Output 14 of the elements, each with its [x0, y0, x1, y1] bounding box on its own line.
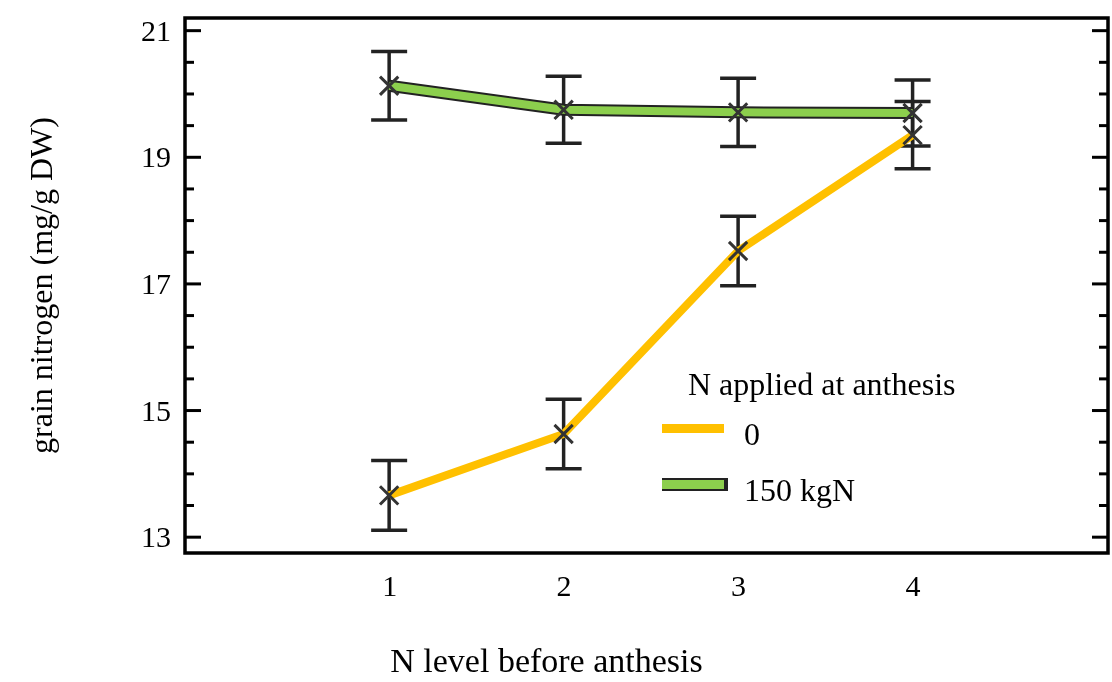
- x-tick-label: 4: [905, 569, 921, 603]
- y-tick-label: 13: [141, 520, 171, 554]
- legend-label: 0: [744, 416, 760, 452]
- y-tick-label: 17: [141, 267, 171, 301]
- y-axis-title: grain nitrogen (mg/g DW): [23, 117, 59, 454]
- legend-title: N applied at anthesis: [688, 366, 956, 402]
- x-axis-title: N level before anthesis: [390, 642, 703, 679]
- x-tick-label: 2: [556, 569, 572, 603]
- y-tick-label: 21: [141, 13, 171, 47]
- y-tick-label: 19: [141, 140, 171, 174]
- legend-label: 150 kgN: [744, 472, 856, 508]
- x-tick-label: 3: [731, 569, 747, 603]
- x-tick-label: 1: [382, 569, 398, 603]
- y-tick-label: 15: [141, 393, 171, 427]
